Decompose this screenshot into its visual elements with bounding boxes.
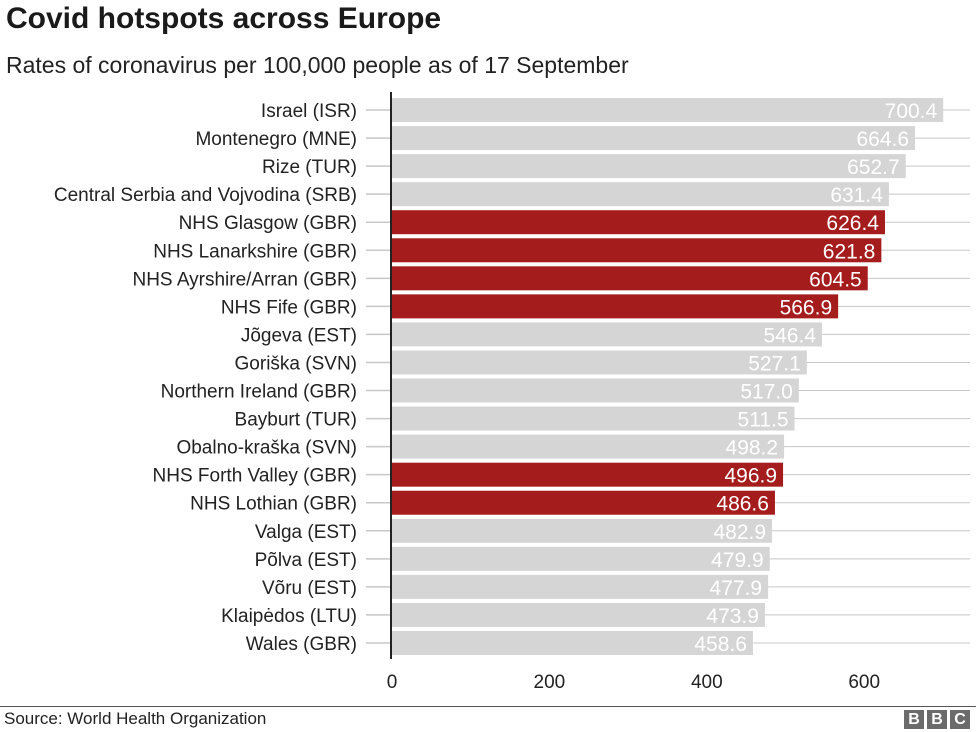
bar	[392, 518, 773, 543]
bar	[392, 546, 770, 571]
x-tick-label: 0	[387, 672, 398, 693]
category-label: NHS Glasgow (GBR)	[179, 213, 357, 234]
category-label: Goriška (SVN)	[235, 353, 357, 374]
value-label: 621.8	[823, 240, 876, 263]
category-label: Võru (EST)	[262, 578, 357, 599]
logo-letter-c: C	[950, 710, 970, 729]
bbc-logo: B B C	[904, 710, 970, 729]
chart-subtitle: Rates of coronavirus per 100,000 people …	[6, 52, 629, 78]
bar	[392, 126, 916, 151]
value-label: 482.9	[713, 521, 766, 544]
bar	[392, 238, 882, 263]
bar	[392, 210, 885, 235]
chart-title: Covid hotspots across Europe	[6, 2, 442, 35]
bar	[392, 350, 807, 375]
x-tick-label: 200	[534, 672, 566, 693]
value-label: 511.5	[738, 409, 789, 432]
category-label: Põlva (EST)	[255, 550, 357, 571]
value-label: 458.6	[694, 633, 747, 656]
bar	[392, 154, 906, 179]
category-label: NHS Fife (GBR)	[221, 297, 357, 318]
category-label: NHS Forth Valley (GBR)	[153, 466, 357, 487]
source-note: Source: World Health Organization	[4, 709, 267, 728]
bar	[392, 266, 868, 291]
bar	[392, 574, 769, 599]
bar	[392, 182, 889, 207]
category-label: Montenegro (MNE)	[195, 129, 357, 150]
bar	[392, 490, 775, 515]
value-label: 473.9	[706, 605, 759, 628]
bar-chart: Israel (ISR) 700.4 Montenegro (MNE) 664.6 Ri…	[54, 92, 970, 693]
bar	[392, 294, 839, 319]
value-label: 517.0	[740, 381, 793, 404]
value-label: 566.9	[780, 296, 833, 319]
category-label: Central Serbia and Vojvodina (SRB)	[54, 185, 357, 206]
category-label: Obalno-kraška (SVN)	[176, 438, 357, 459]
bar	[392, 462, 784, 487]
category-label: Rize (TUR)	[262, 157, 357, 178]
value-label: 631.4	[830, 184, 883, 207]
category-label: NHS Lothian (GBR)	[190, 494, 357, 515]
category-label: Klaipėdos (LTU)	[221, 606, 357, 627]
value-label: 479.9	[711, 549, 764, 572]
x-tick-label: 400	[691, 672, 723, 693]
value-label: 486.6	[716, 493, 769, 516]
value-label: 664.6	[856, 128, 909, 151]
value-label: 477.9	[710, 577, 763, 600]
bar	[392, 630, 753, 655]
x-tick-label: 600	[848, 672, 880, 693]
category-label: Northern Ireland (GBR)	[161, 382, 357, 403]
value-label: 527.1	[748, 352, 801, 375]
bar	[392, 378, 799, 403]
category-label: Wales (GBR)	[246, 634, 357, 655]
category-label: NHS Ayrshire/Arran (GBR)	[132, 269, 357, 290]
bar	[392, 602, 765, 627]
value-label: 652.7	[847, 156, 900, 179]
logo-letter-b1: B	[904, 710, 924, 729]
bar	[392, 434, 785, 459]
footer-divider	[0, 706, 976, 707]
value-label: 700.4	[885, 100, 938, 123]
category-label: Valga (EST)	[255, 522, 357, 543]
category-label: NHS Lanarkshire (GBR)	[153, 241, 357, 262]
value-label: 498.2	[726, 437, 779, 460]
bar	[392, 322, 823, 347]
value-label: 496.9	[724, 465, 777, 488]
bar	[392, 406, 795, 431]
category-label: Bayburt (TUR)	[235, 410, 357, 431]
value-label: 604.5	[809, 268, 862, 291]
bar	[392, 98, 944, 123]
category-label: Jõgeva (EST)	[241, 325, 357, 346]
value-label: 626.4	[826, 212, 879, 235]
category-label: Israel (ISR)	[261, 101, 357, 122]
value-label: 546.4	[763, 324, 816, 347]
logo-letter-b2: B	[927, 710, 947, 729]
